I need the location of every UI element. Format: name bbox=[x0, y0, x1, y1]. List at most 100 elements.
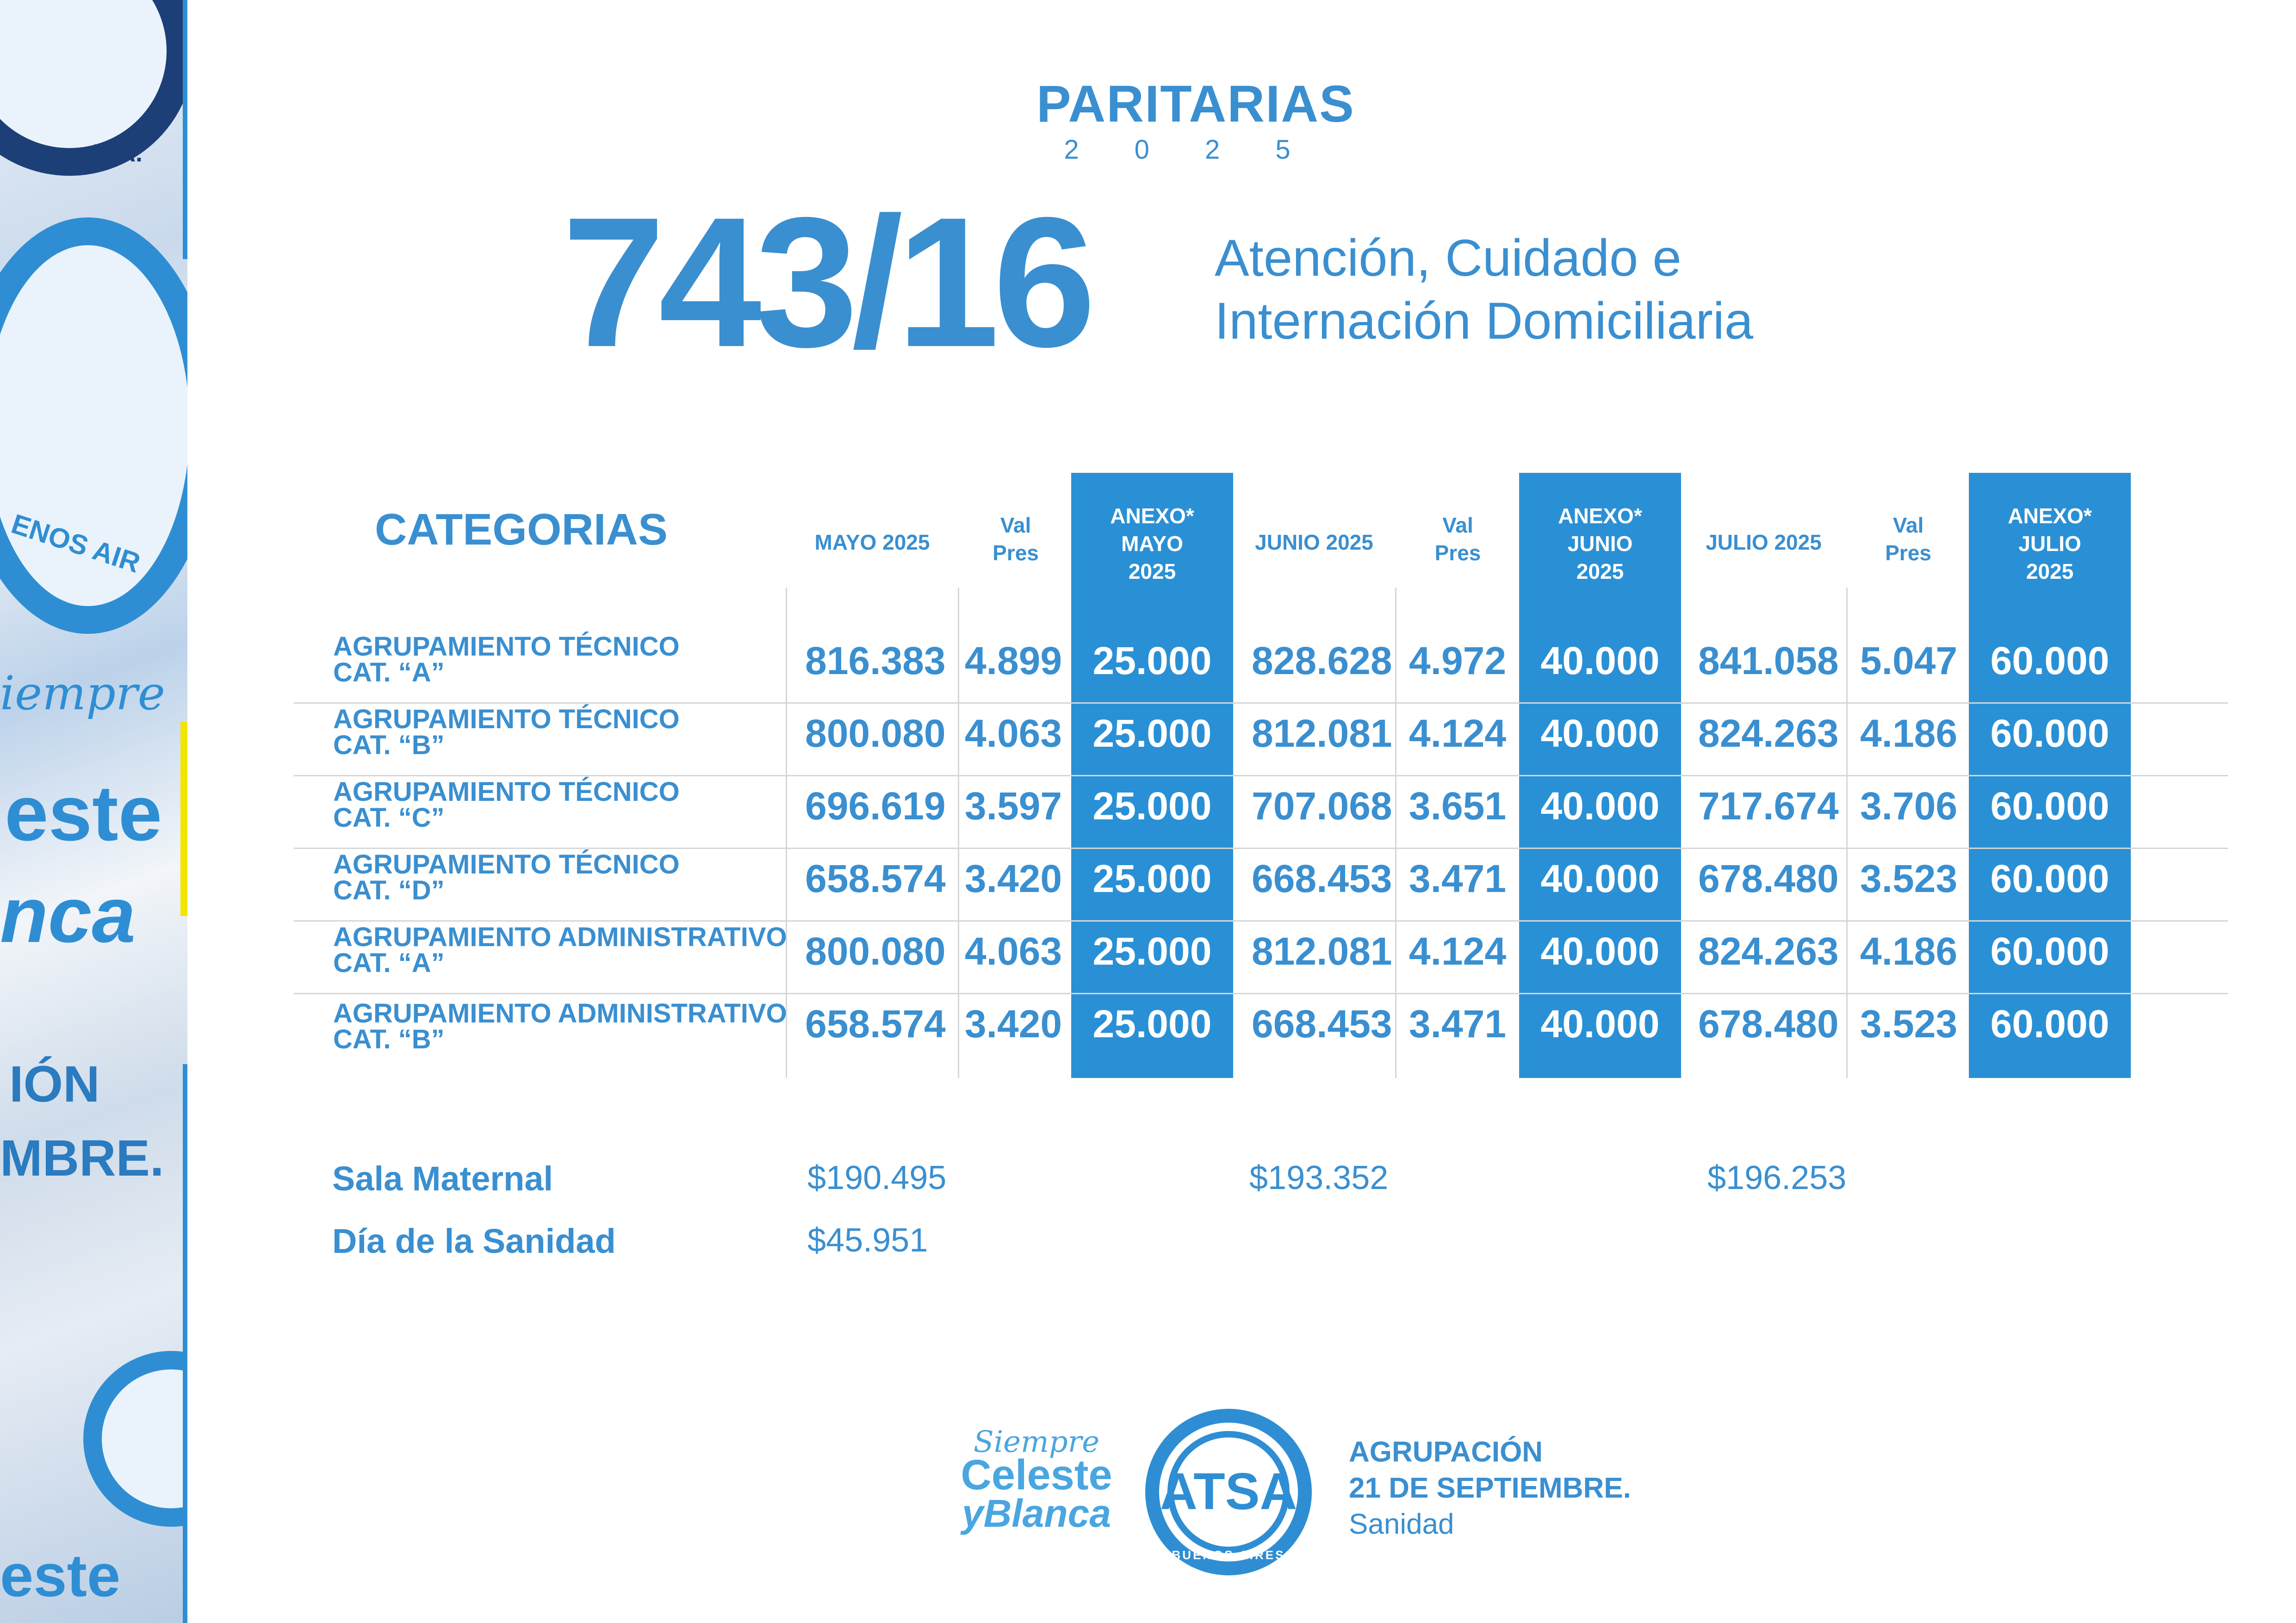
logo-text-y-blanca: yBlanca bbox=[962, 1492, 1111, 1535]
table-cell: 60.000 bbox=[1990, 712, 2110, 755]
row-separator bbox=[294, 702, 2228, 704]
agrupacion-block: AGRUPACIÓN 21 DE SEPTIEMBRE. Sanidad bbox=[1349, 1434, 1631, 1542]
table-cell: 707.068 bbox=[1252, 784, 1392, 828]
table-cell: 40.000 bbox=[1540, 857, 1660, 900]
table-cell: 4.124 bbox=[1409, 712, 1507, 755]
sala-maternal-label: Sala Maternal bbox=[332, 1159, 553, 1198]
col-header-valpres-mayo: Val Pres bbox=[960, 511, 1071, 567]
col-header-line: 2025 bbox=[1128, 559, 1176, 583]
col-header-line: ANEXO* bbox=[2008, 504, 2092, 528]
table-cell: 3.651 bbox=[1409, 784, 1507, 828]
table-cell: 60.000 bbox=[1990, 1002, 2110, 1046]
category-label-line-2: CAT. “D” bbox=[333, 875, 445, 905]
table-cell: 696.619 bbox=[805, 784, 946, 828]
categories-heading: CATEGORIAS bbox=[375, 505, 668, 554]
category-label-line-1: AGRUPAMIENTO TÉCNICO bbox=[333, 849, 680, 880]
column-separator bbox=[958, 588, 959, 1078]
category-label: AGRUPAMIENTO TÉCNICO CAT. “D” bbox=[333, 849, 680, 905]
table-cell: 4.063 bbox=[964, 929, 1062, 973]
table-cell: 4.899 bbox=[964, 639, 1062, 682]
row-separator bbox=[294, 993, 2228, 994]
strip-text-mbre: MBRE. bbox=[0, 1130, 164, 1187]
table-cell: 60.000 bbox=[1990, 857, 2110, 900]
sala-maternal-junio: $193.352 bbox=[1249, 1159, 1389, 1196]
col-header-mayo: MAYO 2025 bbox=[814, 530, 930, 554]
table-cell: 3.706 bbox=[1860, 784, 1958, 828]
subtitle-line-1: Atención, Cuidado e bbox=[1215, 229, 1682, 287]
table-cell: 800.080 bbox=[805, 712, 946, 755]
table-cell: 4.186 bbox=[1860, 929, 1958, 973]
table-cell: 40.000 bbox=[1540, 929, 1660, 973]
col-header-julio: JULIO 2025 bbox=[1706, 530, 1822, 554]
table-cell: 812.081 bbox=[1252, 929, 1392, 973]
strip-edge-top bbox=[183, 0, 187, 259]
category-label-line-1: AGRUPAMIENTO TÉCNICO bbox=[333, 777, 680, 807]
table-cell: 717.674 bbox=[1698, 784, 1839, 828]
strip-text-blanca: nca bbox=[0, 871, 136, 959]
table-cell: 3.597 bbox=[964, 784, 1062, 828]
category-label: AGRUPAMIENTO TÉCNICO CAT. “B” bbox=[333, 704, 680, 760]
col-header-line: ANEXO* bbox=[1558, 504, 1642, 528]
table-cell: 25.000 bbox=[1092, 784, 1212, 828]
category-label: AGRUPAMIENTO ADMINISTRATIVO CAT. “B” bbox=[333, 998, 787, 1054]
sala-maternal-mayo: $190.495 bbox=[807, 1159, 947, 1196]
column-separator bbox=[1395, 588, 1396, 1078]
col-header-line: Pres bbox=[993, 541, 1039, 565]
table-cell: 678.480 bbox=[1698, 857, 1839, 900]
col-header-line: Val bbox=[1442, 513, 1473, 537]
table-cell: 40.000 bbox=[1540, 639, 1660, 682]
table-cell: 824.263 bbox=[1698, 712, 1839, 755]
col-header-junio: JUNIO 2025 bbox=[1255, 530, 1373, 554]
table-cell: 3.420 bbox=[964, 1002, 1062, 1046]
sala-maternal-julio: $196.253 bbox=[1707, 1159, 1847, 1196]
row-separator bbox=[294, 848, 2228, 849]
logo-text-siempre: Siempre bbox=[973, 1425, 1100, 1459]
siempre-celeste-y-blanca-logo: Siempre Celeste yBlanca bbox=[949, 1425, 1124, 1536]
strip-text-celeste: este bbox=[5, 769, 162, 857]
category-label-line-2: CAT. “A” bbox=[333, 948, 445, 978]
table-cell: 3.471 bbox=[1409, 857, 1507, 900]
atsa-flag-seal-icon bbox=[0, 217, 187, 634]
table-cell: 800.080 bbox=[805, 929, 946, 973]
category-label-line-2: CAT. “B” bbox=[333, 1024, 445, 1054]
strip-text-siempre: iempre bbox=[0, 666, 165, 720]
strip-text-accion: IÓN bbox=[9, 1056, 100, 1113]
column-separator bbox=[1846, 588, 1848, 1078]
table-cell: 25.000 bbox=[1092, 639, 1212, 682]
table-cell: 816.383 bbox=[805, 639, 946, 682]
category-label-line-2: CAT. “B” bbox=[333, 730, 445, 760]
category-label-line-1: AGRUPAMIENTO TÉCNICO bbox=[333, 632, 680, 662]
agrupacion-line-2: 21 DE SEPTIEMBRE. bbox=[1349, 1472, 1631, 1504]
logo-ring-text: BUENOS AIRES bbox=[1172, 1548, 1285, 1562]
category-label-line-1: AGRUPAMIENTO TÉCNICO bbox=[333, 704, 680, 734]
category-label: AGRUPAMIENTO TÉCNICO CAT. “C” bbox=[333, 779, 680, 831]
col-header-line: Pres bbox=[1434, 541, 1481, 565]
column-separator bbox=[786, 588, 787, 1078]
strip-text-ra: R.A. bbox=[93, 139, 143, 167]
table-cell: 658.574 bbox=[805, 1002, 946, 1046]
table-cell: 60.000 bbox=[1990, 639, 2110, 682]
agrupacion-line-3: Sanidad bbox=[1349, 1508, 1454, 1540]
col-header-line: MAYO bbox=[1121, 532, 1183, 556]
atsa-seal-bottom-icon bbox=[83, 1351, 187, 1527]
table-cell: 668.453 bbox=[1252, 857, 1392, 900]
table-cell: 3.523 bbox=[1860, 1002, 1958, 1046]
dia-sanidad-mayo: $45.951 bbox=[807, 1222, 928, 1259]
col-header-valpres-julio: Val Pres bbox=[1848, 511, 1969, 567]
table-cell: 40.000 bbox=[1540, 784, 1660, 828]
strip-edge-bottom bbox=[183, 1064, 187, 1623]
logo-letters: ATSA bbox=[1160, 1462, 1297, 1520]
table-cell: 3.471 bbox=[1409, 1002, 1507, 1046]
decorative-photo-strip: R.A. ENOS AIR iempre este nca IÓN MBRE. … bbox=[0, 0, 187, 1623]
category-label: AGRUPAMIENTO ADMINISTRATIVO CAT. “A” bbox=[333, 924, 787, 978]
agreement-subtitle: Atención, Cuidado e Internación Domicili… bbox=[1215, 227, 1753, 353]
table-cell: 828.628 bbox=[1252, 639, 1392, 682]
strip-text-bottom: este bbox=[0, 1542, 121, 1609]
category-label-line-1: AGRUPAMIENTO ADMINISTRATIVO bbox=[333, 998, 787, 1028]
table-cell: 4.972 bbox=[1409, 639, 1507, 682]
category-label-line-2: CAT. “A” bbox=[333, 657, 445, 688]
table-cell: 40.000 bbox=[1540, 712, 1660, 755]
col-header-valpres-junio: Val Pres bbox=[1396, 511, 1519, 567]
table-cell: 25.000 bbox=[1092, 1002, 1212, 1046]
table-cell: 3.420 bbox=[964, 857, 1062, 900]
